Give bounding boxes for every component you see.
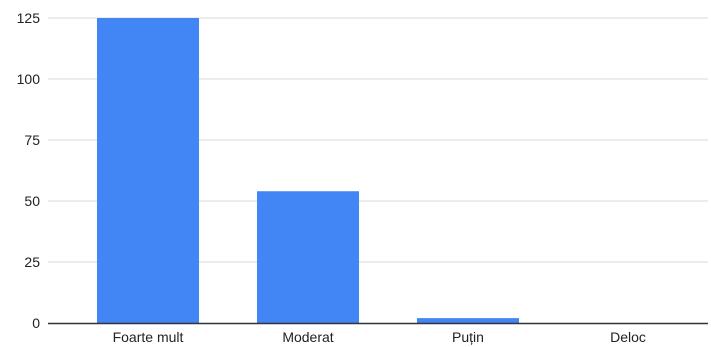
x-category-label: Deloc [610, 329, 646, 345]
bar [97, 18, 199, 323]
y-tick-label: 125 [17, 10, 41, 26]
bars [97, 18, 519, 323]
bar [257, 191, 359, 323]
y-tick-label: 25 [24, 254, 40, 270]
x-axis-labels: Foarte mult Moderat Puțin Deloc [113, 329, 646, 345]
x-category-label: Foarte mult [113, 329, 184, 345]
y-tick-label: 75 [24, 132, 40, 148]
y-axis-ticks: 0 25 50 75 100 125 [17, 10, 41, 331]
y-tick-label: 100 [17, 71, 41, 87]
y-tick-label: 0 [32, 315, 40, 331]
x-category-label: Moderat [282, 329, 333, 345]
bar [417, 318, 519, 323]
y-tick-label: 50 [24, 193, 40, 209]
x-category-label: Puțin [452, 329, 484, 345]
